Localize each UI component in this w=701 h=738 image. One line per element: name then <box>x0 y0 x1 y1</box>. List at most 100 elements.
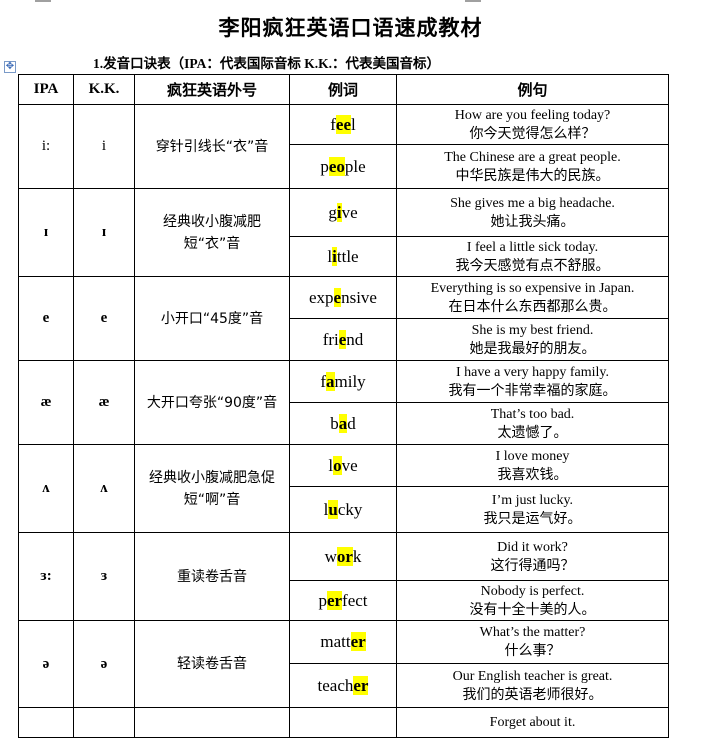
example-sentence: That’s too bad. 太遗憾了。 <box>396 402 669 445</box>
word-post: d <box>347 413 356 433</box>
sentence-english: Did it work? <box>497 539 568 555</box>
word-pre: f <box>330 114 336 134</box>
example-sentence: What’s the matter? 什么事？ <box>396 620 669 664</box>
example-sentence: I have a very happy family. 我有一个非常幸福的家庭。 <box>396 360 669 403</box>
word-post: ttle <box>336 246 359 266</box>
example-sentence: Everything is so expensive in Japan. 在日本什… <box>396 276 669 319</box>
example-word: feel <box>289 104 397 145</box>
sentence-chinese: 中华民族是伟大的民族。 <box>455 167 610 184</box>
header-example-word: 例词 <box>289 74 397 105</box>
example-sentence: Forget about it. <box>396 707 669 738</box>
kk-symbol: e <box>73 276 135 361</box>
sentence-chinese: 没有十全十美的人。 <box>469 601 596 618</box>
sentence-english: I’m just lucky. <box>491 492 574 508</box>
sentence-chinese: 她是我最好的朋友。 <box>469 340 596 357</box>
nickname: 大开口夸张“90度”音 <box>134 360 290 445</box>
word-pre: l <box>328 455 334 475</box>
ipa-symbol: ʌ <box>18 444 74 533</box>
example-sentence: I feel a little sick today. 我今天感觉有点不舒服。 <box>396 236 669 277</box>
sentence-english: She is my best friend. <box>471 322 594 338</box>
page-corner-mark <box>465 0 481 2</box>
nickname: 小开口“45度”音 <box>134 276 290 361</box>
sentence-chinese: 我有一个非常幸福的家庭。 <box>448 382 617 399</box>
word-pre: p <box>320 156 329 176</box>
sentence-chinese: 她让我头痛。 <box>490 213 575 230</box>
sentence-english: What’s the matter? <box>479 625 586 640</box>
word-highlight: e <box>338 329 347 349</box>
word-post: nd <box>346 329 364 349</box>
example-sentence: Did it work? 这行得通吗？ <box>396 532 669 581</box>
word-post: k <box>352 546 362 566</box>
kk-symbol: ə <box>73 620 135 708</box>
word-highlight: a <box>326 371 335 391</box>
word-highlight: eo <box>328 156 345 176</box>
sentence-english: Everything is so expensive in Japan. <box>430 280 635 296</box>
table-row: ɜ: ɜ 重读卷舌音 work Did it work? 这行得通吗？ <box>18 532 669 621</box>
example-word: work <box>289 532 397 581</box>
word-highlight: er <box>353 675 369 695</box>
header-ipa: IPA <box>18 74 74 105</box>
kk-symbol: ʌ <box>73 444 135 533</box>
word-post: cky <box>337 499 363 519</box>
table-row: i: i 穿针引线长“衣”音 feel How are you feeling toda… <box>18 104 669 189</box>
nickname: 轻读卷舌音 <box>134 620 290 708</box>
section-heading: 1.发音口诀表（IPA：代表国际音标 K.K.：代表美国音标） <box>93 56 440 71</box>
table-row: ə ə 轻读卷舌音 matter What’s the matter? 什么事？ <box>18 620 669 708</box>
ipa-symbol: ə <box>18 620 74 708</box>
table-row: perfect Nobody is perfect. 没有十全十美的人。 <box>19 580 669 621</box>
word-highlight: er <box>350 632 366 651</box>
nickname: 经典收小腹减肥短“衣”音 <box>134 188 290 277</box>
sentence-chinese: 在日本什么东西都那么贵。 <box>448 298 617 315</box>
table-row: teacher Our English teacher is great. 我们的英… <box>19 663 669 708</box>
example-word: give <box>289 188 397 237</box>
sentence-chinese: 这行得通吗？ <box>490 557 575 574</box>
page-corner-mark <box>35 0 51 2</box>
word-post: mily <box>334 371 366 391</box>
word-post: ve <box>341 455 358 475</box>
word-highlight: o <box>333 455 342 475</box>
word-highlight: ee <box>335 114 352 134</box>
header-nickname: 疯狂英语外号 <box>134 74 290 105</box>
table-move-handle-icon[interactable]: ✥ <box>4 61 16 73</box>
word-highlight: a <box>338 413 348 433</box>
table-row: people The Chinese are a great people. 中华民… <box>19 144 669 189</box>
example-word: matter <box>289 620 397 664</box>
example-word: friend <box>289 318 397 361</box>
example-word: teacher <box>289 663 397 708</box>
sentence-chinese: 你今天觉得怎么样？ <box>469 125 596 142</box>
table-row: ɪ ɪ 经典收小腹减肥短“衣”音 give She gives me a big hea… <box>18 188 669 277</box>
nickname: 穿针引线长“衣”音 <box>134 104 290 189</box>
example-sentence: She is my best friend. 她是我最好的朋友。 <box>396 318 669 361</box>
sentence-english: Forget about it. <box>489 715 576 730</box>
table-row-partial: Forget about it. <box>18 707 669 738</box>
empty-cell <box>134 707 290 738</box>
word-pre: exp <box>309 287 334 307</box>
sentence-english: Our English teacher is great. <box>452 668 613 684</box>
pronunciation-table: IPA K.K. 疯狂英语外号 例词 例句 i: i 穿针引线长“衣”音 feel Ho… <box>18 74 669 738</box>
document-title: 李阳疯狂英语口语速成教材 <box>218 16 483 40</box>
word-highlight: or <box>336 546 353 566</box>
word-pre: g <box>328 202 337 222</box>
word-highlight: i <box>332 246 337 266</box>
ipa-symbol: e <box>18 276 74 361</box>
word-highlight: e <box>333 287 342 307</box>
sentence-english: She gives me a big headache. <box>450 195 615 211</box>
word-highlight: u <box>328 499 338 519</box>
sentence-chinese: 太遗憾了。 <box>497 424 568 441</box>
sentence-english: I have a very happy family. <box>455 364 610 380</box>
sentence-chinese: 我今天感觉有点不舒服。 <box>455 257 610 274</box>
ipa-symbol: ɜ: <box>18 532 74 621</box>
sentence-chinese: 什么事？ <box>504 643 561 659</box>
table-row: ʌ ʌ 经典收小腹减肥急促短“啊”音 love I love money 我喜欢钱。 <box>18 444 669 533</box>
empty-cell <box>289 707 397 738</box>
word-pre: b <box>330 413 339 433</box>
table-row: æ æ 大开口夸张“90度”音 family I have a very happy f… <box>18 360 669 445</box>
word-pre: w <box>324 546 337 566</box>
ipa-symbol: i: <box>18 104 74 189</box>
sentence-english: Nobody is perfect. <box>480 583 585 599</box>
word-highlight: i <box>336 202 342 222</box>
word-pre: p <box>318 590 327 610</box>
sentence-english: I love money <box>495 448 570 464</box>
example-sentence: The Chinese are a great people. 中华民族是伟大的民… <box>396 144 669 189</box>
sentence-chinese: 我们的英语老师很好。 <box>462 686 603 703</box>
